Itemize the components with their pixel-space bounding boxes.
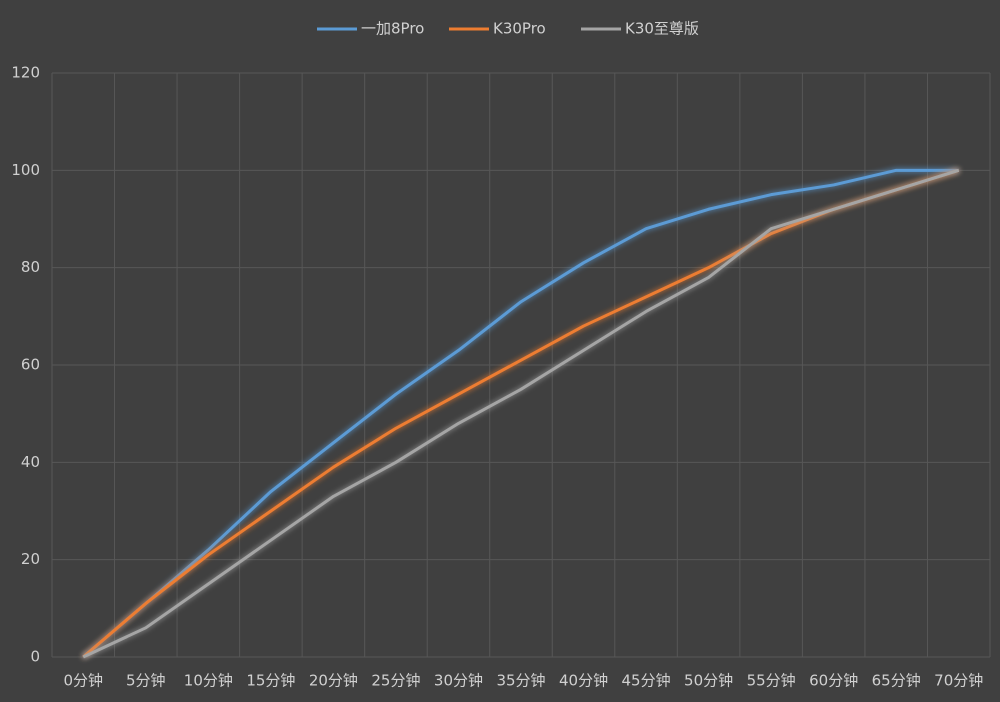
x-tick-label: 55分钟 [747,672,796,690]
x-tick-label: 20分钟 [309,672,358,690]
x-tick-label: 25分钟 [371,672,420,690]
series-line [82,168,959,659]
x-tick-label: 70分钟 [934,672,983,690]
x-tick-label: 15分钟 [246,672,295,690]
legend-label: 一加8Pro [361,20,424,38]
x-tick-label: 50分钟 [684,672,733,690]
x-tick-label: 0分钟 [63,672,103,690]
x-tick-label: 5分钟 [126,672,166,690]
y-tick-label: 0 [30,648,40,666]
y-tick-label: 40 [21,453,40,471]
x-tick-label: 40分钟 [559,672,608,690]
legend-label: K30Pro [493,20,546,38]
y-tick-label: 20 [21,550,40,568]
x-tick-label: 65分钟 [872,672,921,690]
legend-label: K30至尊版 [625,20,699,38]
y-tick-label: 120 [11,64,40,82]
x-tick-label: 60分钟 [809,672,858,690]
series-line [82,168,960,659]
y-tick-label: 60 [21,356,40,374]
x-tick-label: 10分钟 [184,672,233,690]
x-tick-label: 30分钟 [434,672,483,690]
x-tick-label: 45分钟 [622,672,671,690]
series-line [82,168,960,659]
x-tick-label: 35分钟 [496,672,545,690]
y-tick-label: 80 [21,258,40,276]
y-tick-label: 100 [11,161,40,179]
